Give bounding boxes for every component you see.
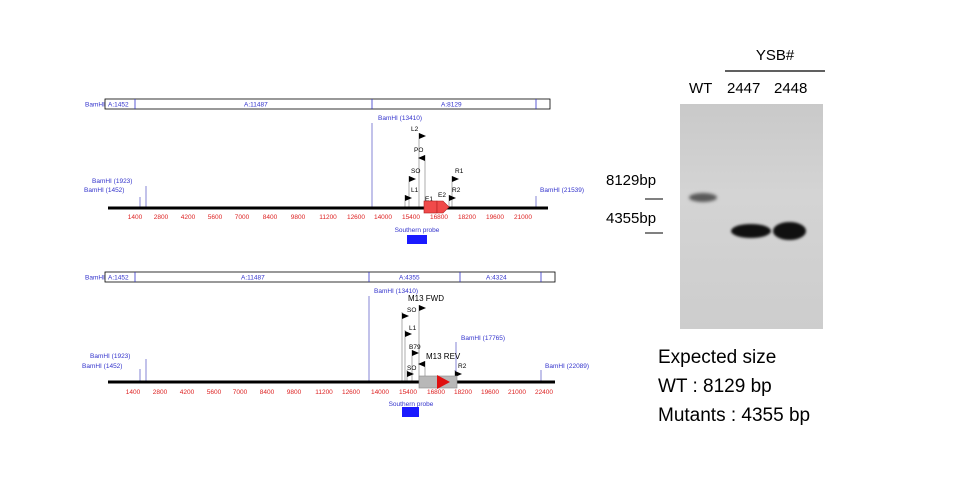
top-ticks: 1400 2800 4200 5600 7000 8400 9800 11200… [128, 214, 533, 221]
svg-text:9800: 9800 [291, 214, 306, 221]
lane-label-wt: WT [689, 80, 713, 97]
top-southern-probe [407, 235, 427, 244]
bottom-primer-m13-fwd: M13 FWD [408, 294, 444, 303]
bottom-primer-r2: R2 [458, 363, 467, 370]
southern-blot-gel [680, 104, 823, 329]
top-bar-prefix: BamHI [85, 102, 105, 109]
top-segment-1: A:1452 [108, 102, 129, 109]
bottom-bar-prefix: BamHI [85, 275, 105, 282]
bottom-segment-2: A:11487 [241, 275, 265, 282]
svg-text:18200: 18200 [458, 214, 476, 221]
svg-text:16800: 16800 [430, 214, 448, 221]
bottom-segment-1: A:1452 [108, 275, 129, 282]
bottom-southern-probe [402, 407, 419, 417]
gel-header: YSB# [756, 47, 795, 64]
top-segment-3: A:8129 [441, 102, 462, 109]
expected-wt: WT : 8129 bp [658, 376, 772, 397]
lane-label-2448: 2448 [774, 80, 808, 97]
top-primer-l1: L1 [411, 187, 419, 194]
marker-4355: 4355bp [606, 210, 657, 227]
bottom-site-17765: BamHI (17765) [461, 335, 505, 342]
svg-text:1400: 1400 [128, 214, 143, 221]
bottom-feature-arrow [437, 375, 450, 389]
svg-text:7000: 7000 [235, 214, 250, 221]
bottom-site-1923: BamHI (1923) [90, 353, 130, 360]
top-map: BamHI A:1452 A:11487 A:8129 BamHI (13410… [84, 98, 584, 244]
expected-title: Expected size [658, 347, 777, 368]
svg-text:21000: 21000 [508, 389, 526, 396]
top-feature-box [423, 200, 438, 214]
top-site-1923: BamHI (1923) [92, 178, 132, 185]
svg-text:2800: 2800 [154, 214, 169, 221]
bottom-segment-3: A:4355 [399, 275, 420, 282]
bottom-probe-label: Southern probe [389, 401, 434, 408]
top-primer-r2: R2 [452, 187, 461, 194]
bottom-fragment-bar [104, 271, 556, 283]
top-feature-arrow [436, 200, 450, 214]
bottom-primer-l1: L1 [409, 325, 417, 332]
svg-text:19600: 19600 [486, 214, 504, 221]
svg-text:11200: 11200 [315, 389, 333, 396]
bottom-site-13410: BamHI (13410) [374, 288, 418, 295]
bottom-primer-so-lower: SO [407, 365, 416, 372]
svg-text:8400: 8400 [263, 214, 278, 221]
bottom-site-1452: BamHI (1452) [82, 363, 122, 370]
svg-text:9800: 9800 [287, 389, 302, 396]
top-site-21539: BamHI (21539) [540, 187, 584, 194]
top-label-e1: E1 [425, 196, 433, 203]
lane-label-2447: 2447 [727, 80, 761, 97]
svg-text:2800: 2800 [153, 389, 168, 396]
top-probe-label: Southern probe [395, 227, 440, 234]
top-site-1452: BamHI (1452) [84, 187, 124, 194]
svg-text:12600: 12600 [342, 389, 360, 396]
bottom-site-22089: BamHI (22089) [545, 363, 589, 370]
svg-text:15400: 15400 [399, 389, 417, 396]
svg-text:21000: 21000 [514, 214, 532, 221]
top-primer-r1: R1 [455, 168, 464, 175]
top-primer-po: PO [414, 147, 423, 154]
svg-text:8400: 8400 [260, 389, 275, 396]
top-site-13410: BamHI (13410) [378, 115, 422, 122]
top-segment-2: A:11487 [244, 102, 268, 109]
svg-text:4200: 4200 [181, 214, 196, 221]
svg-text:7000: 7000 [233, 389, 248, 396]
bottom-ticks: 1400 2800 4200 5600 7000 8400 9800 11200… [126, 389, 554, 396]
marker-8129: 8129bp [606, 172, 657, 189]
svg-text:4200: 4200 [180, 389, 195, 396]
svg-text:5600: 5600 [208, 214, 223, 221]
svg-text:22400: 22400 [535, 389, 553, 396]
top-label-e2: E2 [438, 192, 446, 199]
bottom-segment-4: A:4324 [486, 275, 507, 282]
bottom-primer-m13-rev: M13 REV [426, 352, 461, 361]
svg-text:14000: 14000 [371, 389, 389, 396]
top-fragment-bar [104, 98, 551, 110]
band-2448 [773, 222, 806, 240]
bottom-primer-b79: B79 [409, 344, 421, 351]
svg-text:12600: 12600 [347, 214, 365, 221]
band-wt [689, 193, 717, 202]
svg-text:15400: 15400 [402, 214, 420, 221]
band-2447 [731, 224, 771, 238]
svg-text:5600: 5600 [207, 389, 222, 396]
top-primer-so: SO [411, 168, 420, 175]
svg-text:1400: 1400 [126, 389, 141, 396]
svg-text:14000: 14000 [374, 214, 392, 221]
bottom-primer-so-upper: SO [407, 307, 416, 314]
expected-mutants: Mutants : 4355 bp [658, 405, 811, 426]
svg-text:18200: 18200 [454, 389, 472, 396]
svg-text:19600: 19600 [481, 389, 499, 396]
bottom-map: BamHI A:1452 A:11487 A:4355 A:4324 BamHI… [82, 271, 589, 417]
svg-text:16800: 16800 [427, 389, 445, 396]
svg-text:11200: 11200 [319, 214, 337, 221]
top-primer-l2: L2 [411, 126, 419, 133]
